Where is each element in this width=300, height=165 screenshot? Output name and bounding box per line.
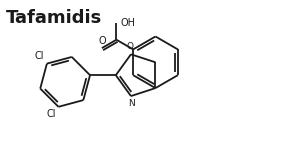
Text: Tafamidis: Tafamidis: [5, 9, 102, 27]
Text: Cl: Cl: [46, 109, 56, 119]
Text: OH: OH: [120, 18, 135, 28]
Text: N: N: [128, 99, 135, 108]
Text: Cl: Cl: [35, 51, 44, 61]
Text: O: O: [127, 42, 134, 51]
Text: O: O: [98, 36, 106, 46]
